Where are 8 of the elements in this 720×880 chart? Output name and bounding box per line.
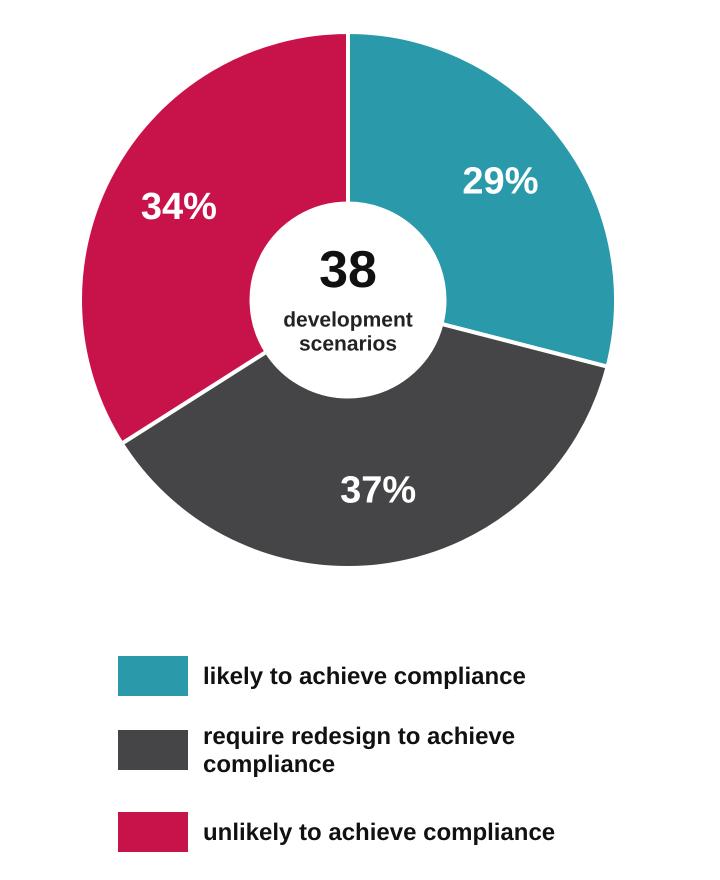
data-label: 29%: [462, 160, 538, 203]
legend-label: likely to achieve compliance: [203, 662, 526, 690]
legend-label: require redesign to achieve compliance: [203, 722, 516, 778]
data-label: 34%: [140, 186, 217, 228]
text: 38: [319, 241, 377, 299]
legend-label: unlikely to achieve compliance: [203, 818, 556, 846]
text: development scenarios: [283, 308, 413, 356]
data-label: 37%: [340, 470, 416, 512]
